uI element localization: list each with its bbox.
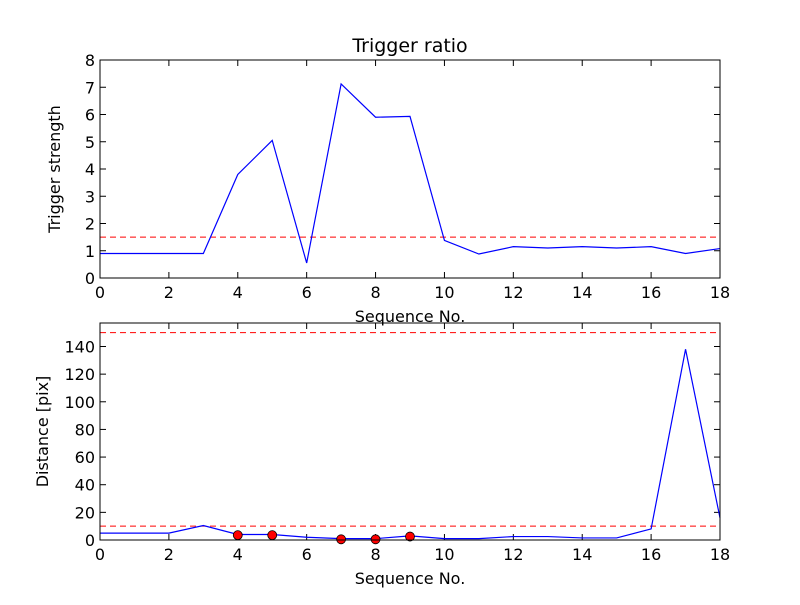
x-tick-label: 12 bbox=[503, 283, 523, 302]
y-tick-labels: 0 20 40 60 80 100 120 140 bbox=[64, 337, 95, 550]
x-tick-label: 18 bbox=[710, 283, 730, 302]
y-tick-label: 3 bbox=[85, 187, 95, 206]
x-tick-label: 0 bbox=[95, 545, 105, 564]
x-axis-label: Sequence No. bbox=[355, 569, 466, 588]
x-tick-label: 14 bbox=[572, 545, 592, 564]
y-tick-label: 1 bbox=[85, 242, 95, 261]
y-tick-label: 140 bbox=[64, 337, 95, 356]
y-tick-label: 100 bbox=[64, 393, 95, 412]
x-tick-label: 2 bbox=[164, 283, 174, 302]
plot-frame bbox=[99, 59, 721, 279]
x-axis-label: Sequence No. bbox=[355, 307, 466, 326]
x-tick-label: 12 bbox=[503, 545, 523, 564]
y-tick-label: 80 bbox=[75, 420, 95, 439]
y-tick-label: 6 bbox=[85, 106, 95, 125]
y-tick-label: 4 bbox=[85, 160, 95, 179]
series-line bbox=[100, 82, 721, 264]
y-axis-label: Trigger strength bbox=[45, 105, 64, 234]
y-tick-label: 60 bbox=[75, 448, 95, 467]
y-tick-label: 8 bbox=[85, 51, 95, 70]
plot-frame bbox=[99, 322, 721, 541]
y-tick-label: 5 bbox=[85, 133, 95, 152]
data-series bbox=[100, 82, 721, 264]
x-tick-label: 2 bbox=[164, 545, 174, 564]
x-tick-label: 8 bbox=[370, 545, 380, 564]
chart-title: Trigger ratio bbox=[351, 35, 467, 57]
x-tick-label: 0 bbox=[95, 283, 105, 302]
y-tick-label: 0 bbox=[85, 531, 95, 550]
data-point-marker bbox=[336, 534, 347, 545]
x-tick-label: 10 bbox=[434, 545, 454, 564]
y-tick-label: 2 bbox=[85, 215, 95, 234]
data-point-marker bbox=[370, 534, 381, 545]
data-series bbox=[100, 349, 721, 545]
distance-plot: 0 2 4 6 8 10 12 14 16 18 0 20 40 60 80 100 120 140 Seque… bbox=[33, 322, 730, 588]
x-tick-label: 16 bbox=[641, 545, 661, 564]
x-tick-label: 6 bbox=[302, 545, 312, 564]
x-tick-label: 18 bbox=[710, 545, 730, 564]
y-tick-label: 7 bbox=[85, 78, 95, 97]
data-point-marker bbox=[232, 530, 243, 541]
y-tick-label: 0 bbox=[85, 269, 95, 288]
x-tick-labels: 0 2 4 6 8 10 12 14 16 18 bbox=[95, 545, 730, 564]
data-point-marker bbox=[405, 531, 415, 542]
y-tick-labels: 0 1 2 3 4 5 6 7 8 bbox=[85, 51, 95, 288]
y-axis-label: Distance [pix] bbox=[33, 376, 52, 488]
x-tick-label: 16 bbox=[641, 283, 661, 302]
x-tick-label: 4 bbox=[233, 545, 243, 564]
y-tick-label: 40 bbox=[75, 476, 95, 495]
y-tick-label: 20 bbox=[75, 503, 95, 522]
x-tick-label: 6 bbox=[302, 283, 312, 302]
x-tick-labels: 0 2 4 6 8 10 12 14 16 18 bbox=[95, 283, 730, 302]
reference-lines bbox=[100, 332, 720, 527]
x-tick-label: 4 bbox=[233, 283, 243, 302]
y-tick-label: 120 bbox=[64, 365, 95, 384]
x-tick-label: 14 bbox=[572, 283, 592, 302]
x-tick-label: 10 bbox=[434, 283, 454, 302]
data-point-marker bbox=[267, 530, 278, 541]
x-tick-label: 8 bbox=[370, 283, 380, 302]
